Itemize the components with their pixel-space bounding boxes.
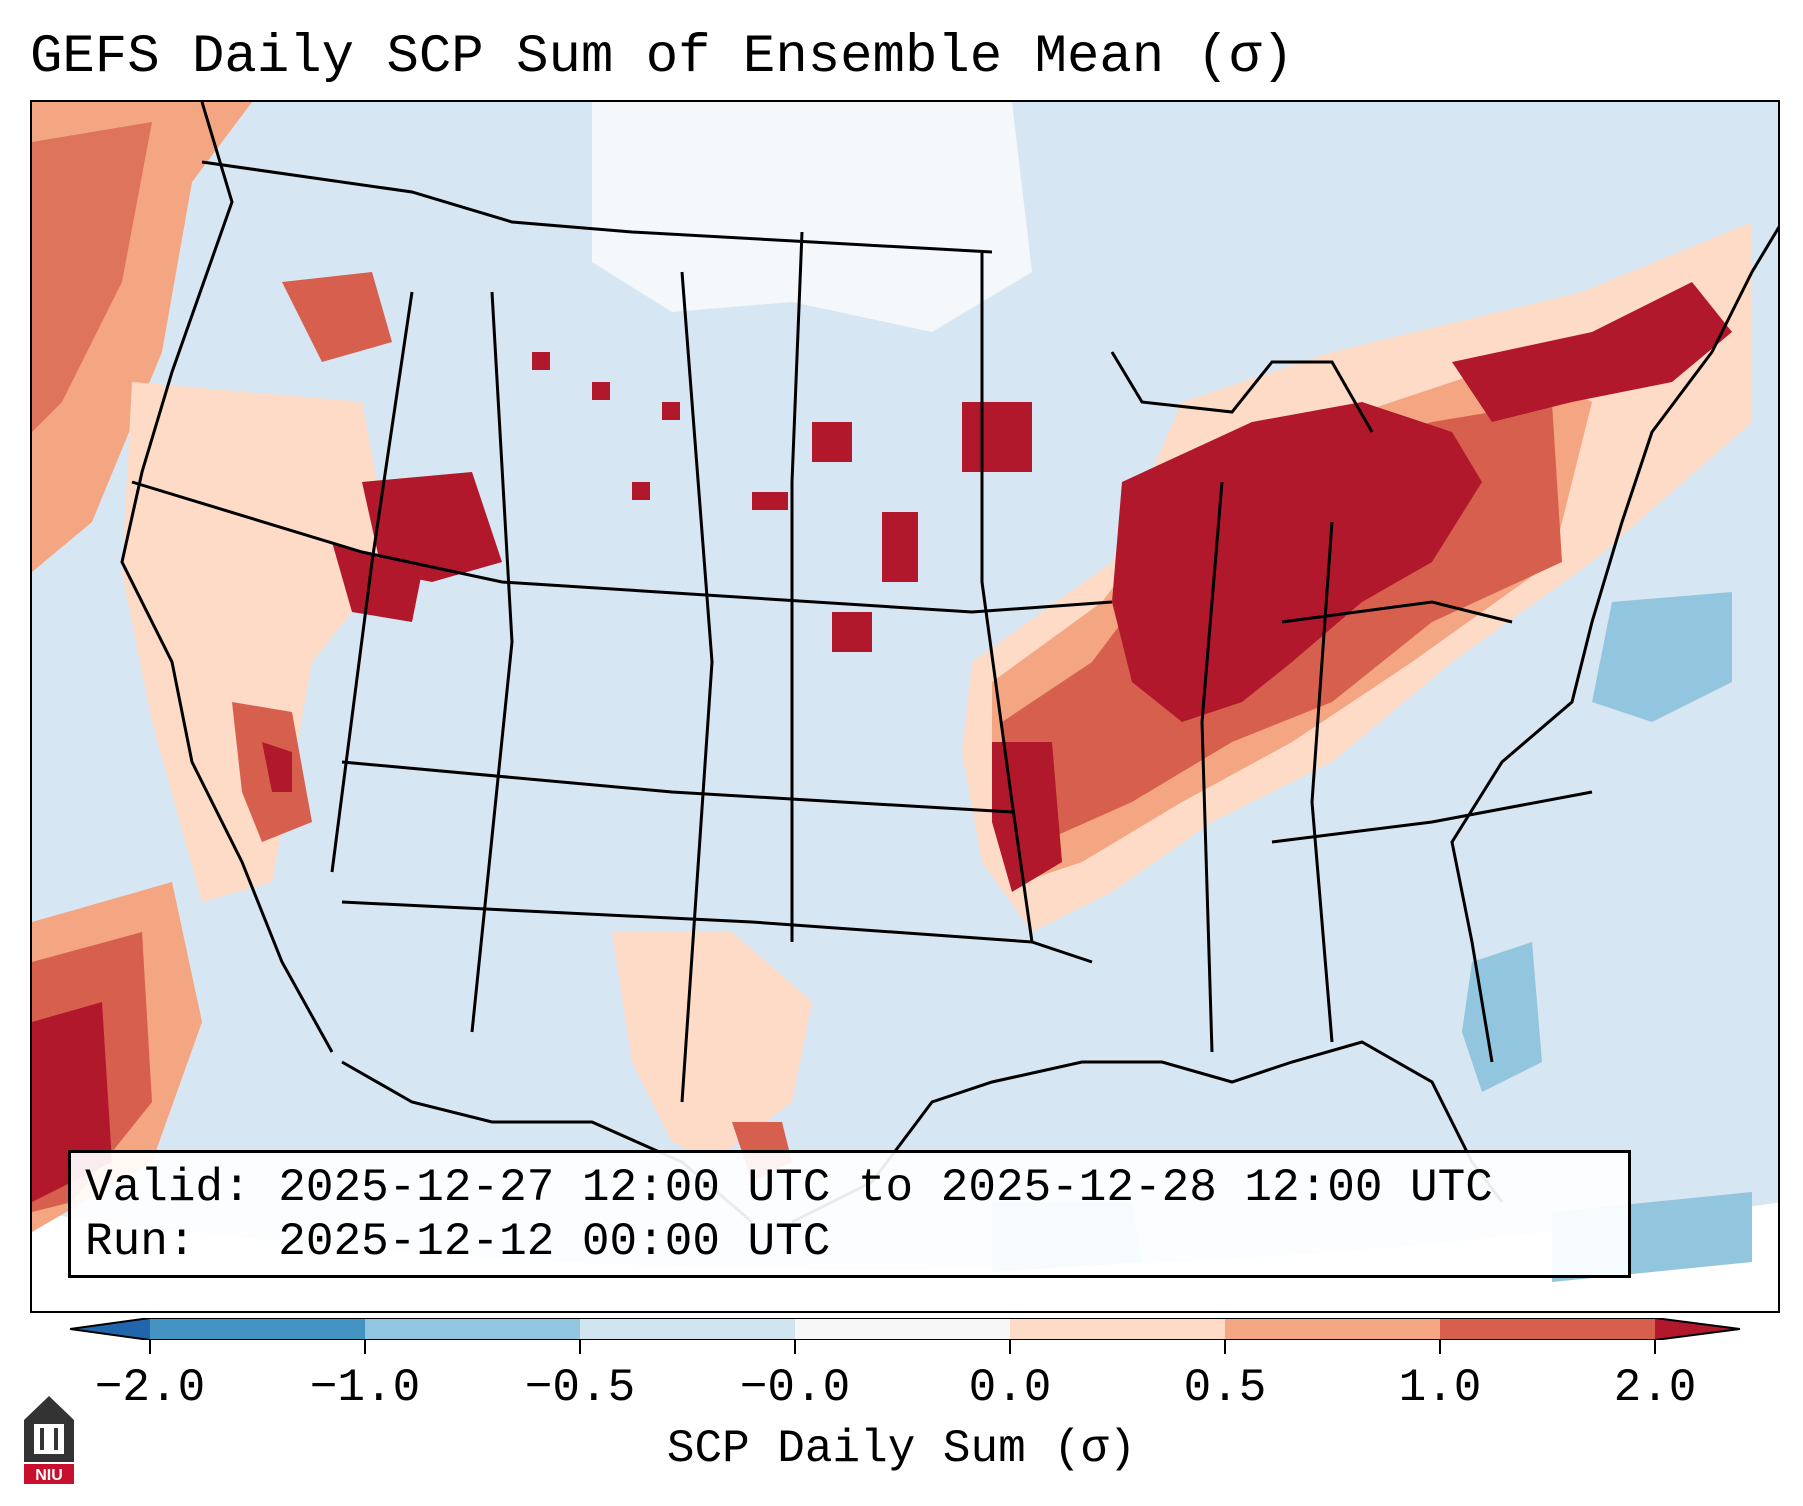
colorbar-extend-low: [70, 1318, 150, 1340]
colorbar-label: SCP Daily Sum (σ): [666, 1423, 1137, 1475]
chart-title: GEFS Daily SCP Sum of Ensemble Mean (σ): [30, 27, 1294, 88]
run-value: 2025-12-12 00:00 UTC: [278, 1216, 831, 1268]
run-label: Run:: [85, 1216, 196, 1268]
anomaly-atlantic-cool-2: [1592, 592, 1732, 722]
colorbar: [70, 1318, 1740, 1340]
anomaly-nevada: [332, 542, 422, 622]
tick-label: 1.0: [1398, 1362, 1482, 1414]
central-line: [980, 252, 1034, 943]
anomaly-northeast-core: [1452, 282, 1732, 422]
anomaly-washington: [282, 272, 392, 362]
anomaly-atlantic-cool: [1462, 942, 1542, 1092]
mountain-line: [470, 291, 514, 1033]
colorbar-seg-1: [150, 1318, 365, 1340]
dot-4: [812, 422, 852, 462]
great-lakes: [1110, 351, 1374, 433]
west-coast: [120, 102, 334, 1053]
tick-label: 0.5: [1183, 1362, 1267, 1414]
valid-info-box: Valid: 2025-12-27 12:00 UTC to 2025-12-2…: [68, 1150, 1631, 1278]
lat-line-2: [341, 760, 1013, 814]
niu-logo-icon: NIU: [24, 1396, 74, 1484]
dot-5: [752, 492, 788, 510]
dot-6: [882, 512, 918, 582]
tick-label: −1.0: [309, 1362, 421, 1414]
colorbar-seg-6: [1225, 1318, 1440, 1340]
tick-label: 2.0: [1613, 1362, 1697, 1414]
colorbar-seg-4: [795, 1318, 1010, 1340]
valid-row: Valid: 2025-12-27 12:00 UTC to 2025-12-2…: [85, 1161, 1614, 1215]
anomaly-pacific-nw-core: [32, 122, 152, 432]
valid-value: 2025-12-27 12:00 UTC to 2025-12-28 12:00…: [278, 1162, 1493, 1214]
dot-1: [532, 352, 550, 370]
dot-7: [632, 482, 650, 500]
colorbar-seg-5: [1010, 1318, 1225, 1340]
ohio-pa: [1281, 600, 1513, 624]
gulf-coast: [791, 1040, 1504, 1224]
lat-line-1: [131, 480, 1113, 614]
colorbar-extend-high: [1655, 1318, 1740, 1340]
colorbar-seg-3: [580, 1318, 795, 1340]
dot-8: [832, 612, 872, 652]
dot-2: [592, 382, 610, 400]
dot-3: [662, 402, 680, 420]
east-coast: [1450, 225, 1778, 1063]
anomaly-minnesota: [962, 402, 1032, 472]
tick-label: −0.5: [524, 1362, 636, 1414]
anomaly-west-light: [122, 382, 392, 902]
tick-label: 0.0: [968, 1362, 1052, 1414]
tn-nc: [1271, 790, 1593, 844]
svg-text:NIU: NIU: [35, 1467, 63, 1484]
anomaly-california-core: [262, 742, 292, 792]
plains-line: [790, 231, 804, 942]
anomaly-texas-light: [612, 932, 812, 1162]
map-edge-bottom: [32, 1202, 1778, 1311]
scp-map: [32, 102, 1778, 1311]
colorbar-seg-7: [1440, 1318, 1655, 1340]
anomaly-idaho: [362, 472, 502, 582]
valid-label: Valid:: [85, 1162, 251, 1214]
nevada-utah: [330, 291, 414, 873]
anomaly-ohio-valley-core: [1112, 402, 1482, 722]
canada-white-area: [592, 102, 1032, 332]
rockies-line: [680, 271, 714, 1103]
map-panel: Valid: 2025-12-27 12:00 UTC to 2025-12-2…: [30, 100, 1780, 1313]
colorbar-seg-2: [365, 1318, 580, 1340]
us-canada-border: [201, 160, 993, 254]
miss-ala: [1200, 481, 1224, 1053]
lat-line-3: [341, 900, 1093, 964]
tick-label: −0.0: [739, 1362, 851, 1414]
colorbar-ticks: [149, 1340, 1656, 1354]
run-row: Run: 2025-12-12 00:00 UTC: [85, 1215, 1614, 1269]
tick-label: −2.0: [94, 1362, 206, 1414]
